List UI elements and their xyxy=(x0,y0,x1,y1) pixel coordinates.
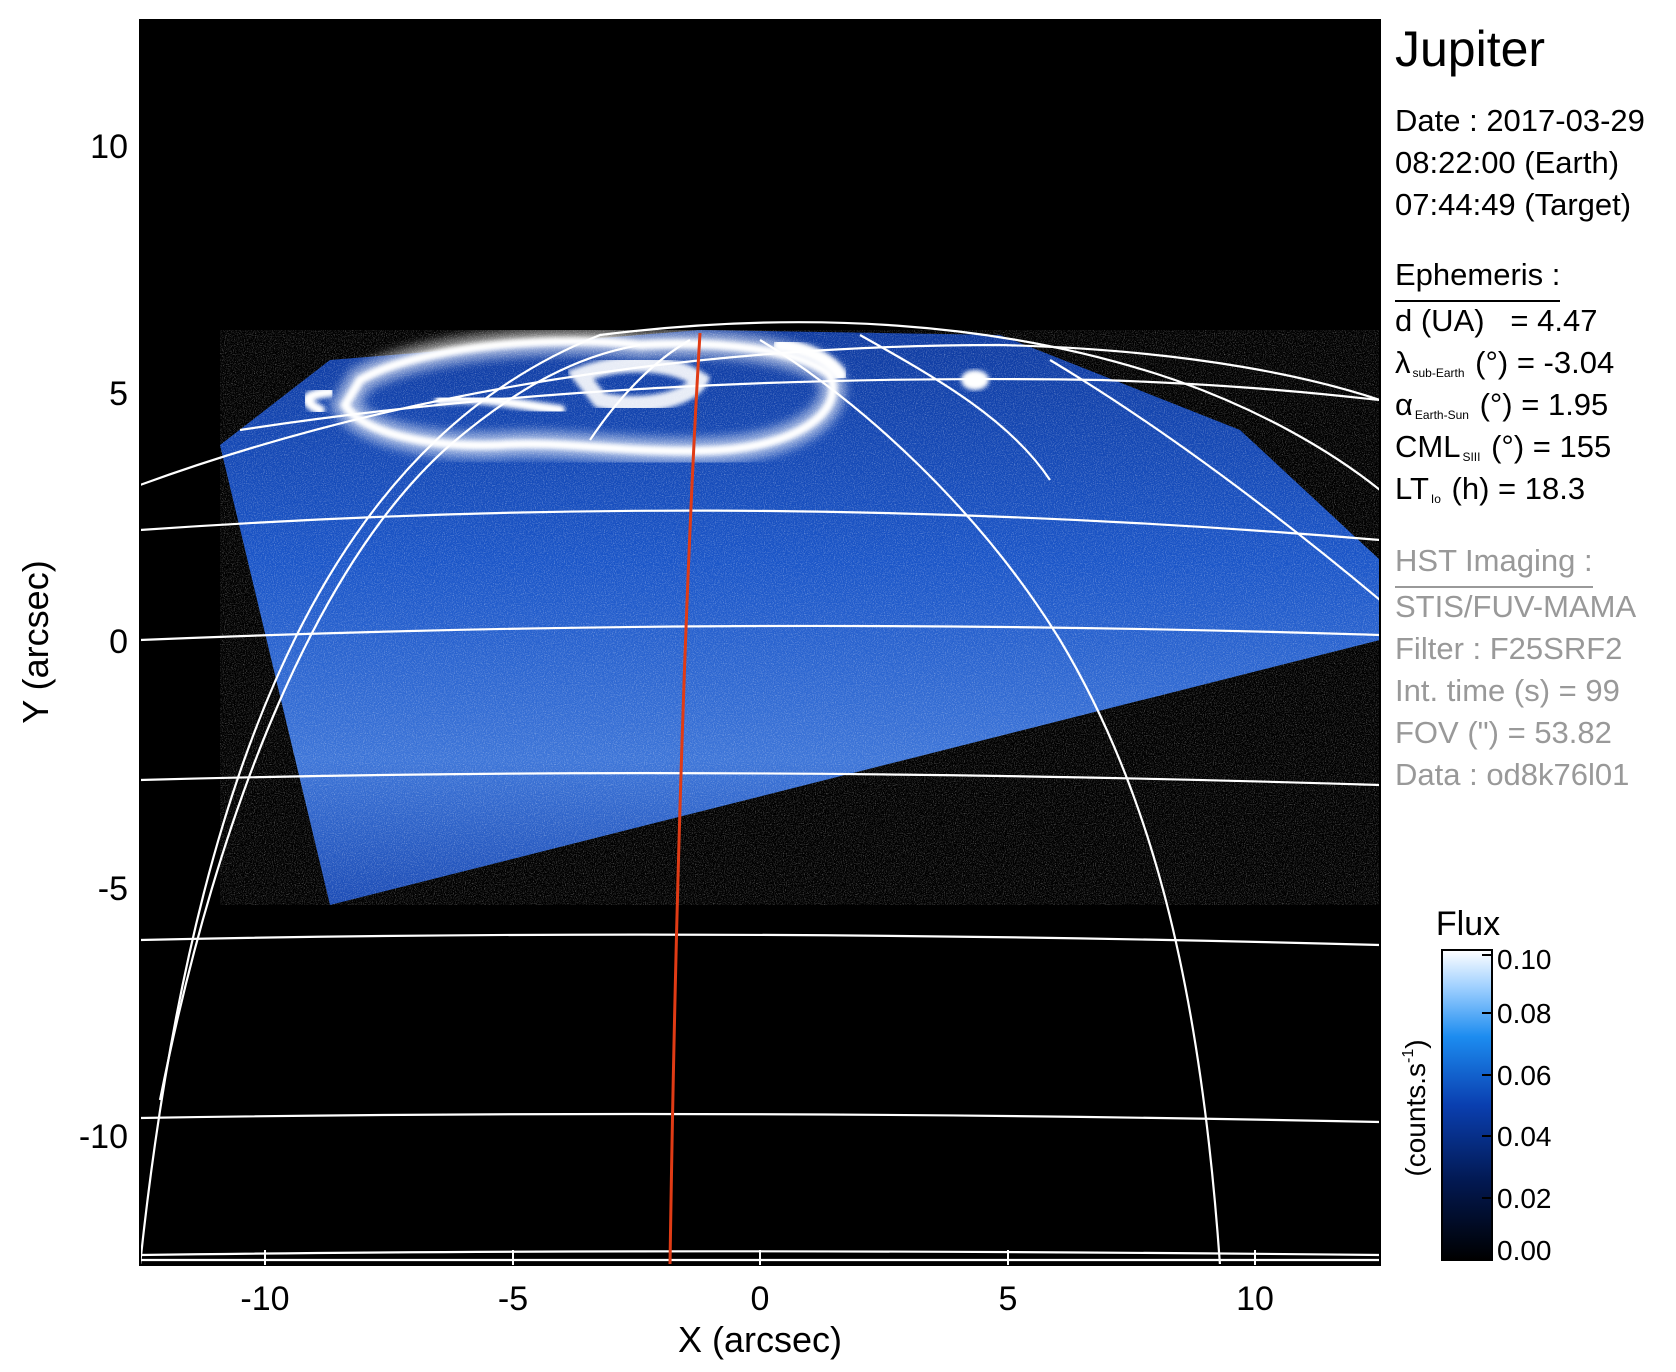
cml-row: CML SIII (°) = 155 xyxy=(1395,429,1612,464)
sub-earth-latitude-row: λ sub-Earth (°) = -3.04 xyxy=(1395,345,1615,380)
y-tick-label: -10 xyxy=(79,1118,128,1156)
x-tick-label: -10 xyxy=(240,1280,289,1318)
target-time: 07:44:49 (Target) xyxy=(1395,187,1632,222)
planet-title: Jupiter xyxy=(1395,21,1546,77)
io-local-time-row: LT Io (h) = 18.3 xyxy=(1395,471,1586,506)
y-tick-label: 0 xyxy=(109,623,128,661)
colorbar-unit-label: (counts.s-1) xyxy=(1400,1039,1431,1176)
disk-noise-texture xyxy=(220,330,1380,905)
colorbar-tick-label: 0.02 xyxy=(1497,1183,1552,1214)
instrument-line: STIS/FUV-MAMA xyxy=(1395,589,1637,624)
colorbar xyxy=(1441,949,1493,1261)
date-line: Date : 2017-03-29 xyxy=(1395,103,1645,138)
colorbar-title: Flux xyxy=(1436,905,1500,943)
colorbar-ticks xyxy=(1482,954,1492,1199)
x-tick-label: -5 xyxy=(498,1280,528,1318)
aurora-emission xyxy=(302,328,989,465)
filter-line: Filter : F25SRF2 xyxy=(1395,631,1623,666)
colorbar-tick-label: 0.08 xyxy=(1497,998,1552,1029)
colorbar-tick-label: 0.06 xyxy=(1497,1060,1552,1091)
ephemeris-heading: Ephemeris : xyxy=(1395,254,1561,302)
distance-row: d (UA) = 4.47 xyxy=(1395,303,1598,338)
y-tick-label: 5 xyxy=(109,375,128,413)
x-tick-label: 0 xyxy=(751,1280,770,1318)
colorbar-tick-label: 0.10 xyxy=(1497,944,1552,975)
fov-line: FOV (") = 53.82 xyxy=(1395,715,1612,750)
x-axis-label: X (arcsec) xyxy=(678,1319,842,1360)
y-tick-label: -5 xyxy=(98,870,128,908)
imaging-heading: HST Imaging : xyxy=(1395,540,1593,588)
x-tick-label: 5 xyxy=(999,1280,1018,1318)
data-id-line: Data : od8k76l01 xyxy=(1395,757,1630,792)
colorbar-tick-label: 0.04 xyxy=(1497,1121,1552,1152)
colorbar-tick-label: 0.00 xyxy=(1497,1235,1552,1266)
y-tick-label: 10 xyxy=(90,128,128,166)
x-axis-ticks xyxy=(264,1250,1256,1265)
x-tick-label: 10 xyxy=(1236,1280,1274,1318)
y-axis-label: Y (arcsec) xyxy=(15,560,56,723)
integration-time-line: Int. time (s) = 99 xyxy=(1395,673,1620,708)
earth-time: 08:22:00 (Earth) xyxy=(1395,145,1620,180)
phase-angle-row: α Earth-Sun (°) = 1.95 xyxy=(1395,387,1609,422)
central-meridian-line xyxy=(668,332,702,1265)
